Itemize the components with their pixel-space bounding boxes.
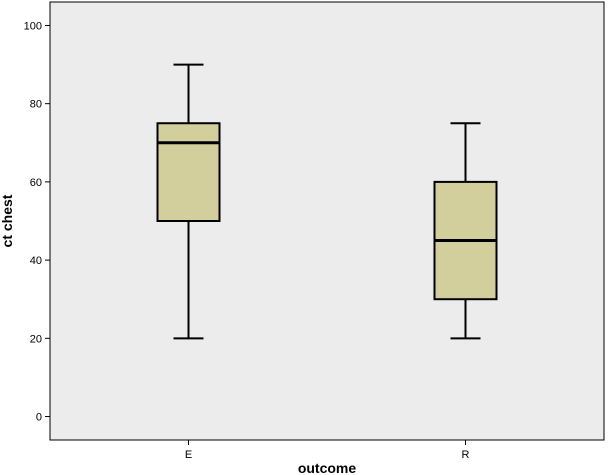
x-tick-label: E — [185, 449, 192, 461]
x-axis-title: outcome — [298, 460, 357, 475]
x-tick-label: R — [462, 449, 470, 461]
y-tick-label: 100 — [24, 20, 42, 32]
y-tick-label: 20 — [30, 333, 42, 345]
y-tick-label: 60 — [30, 177, 42, 189]
y-axis-title: ct chest — [0, 194, 15, 247]
box-r — [433, 122, 498, 340]
boxes — [156, 63, 498, 340]
box-e — [156, 63, 221, 340]
y-axis-ticks: 0 20 40 60 80 100 — [24, 20, 50, 424]
plot-area — [49, 1, 605, 441]
y-tick-label: 80 — [30, 99, 42, 111]
y-tick-label: 0 — [36, 412, 42, 424]
y-tick-label: 40 — [30, 255, 42, 267]
iqr-box — [156, 122, 221, 222]
